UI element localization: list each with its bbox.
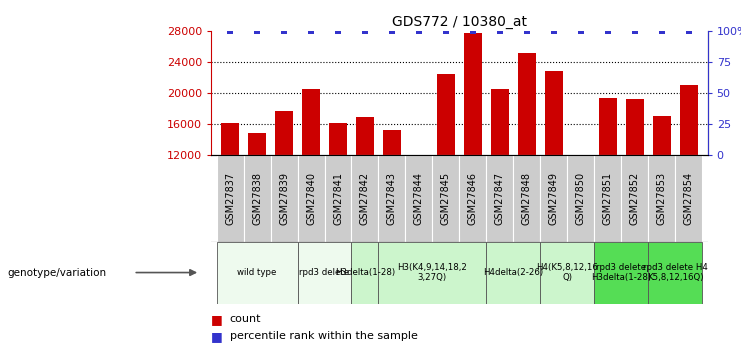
Text: GSM27854: GSM27854 <box>684 172 694 225</box>
Text: ■: ■ <box>211 330 223 343</box>
Bar <box>351 155 379 242</box>
Bar <box>486 241 540 304</box>
Bar <box>599 98 617 155</box>
Text: GSM27844: GSM27844 <box>414 172 424 225</box>
Bar <box>216 241 298 304</box>
Bar <box>518 53 536 155</box>
Bar <box>329 124 347 155</box>
Text: GSM27848: GSM27848 <box>522 172 532 225</box>
Text: H3delta(1-28): H3delta(1-28) <box>335 268 395 277</box>
Bar <box>379 241 486 304</box>
Text: GSM27841: GSM27841 <box>333 172 343 225</box>
Bar <box>514 155 540 242</box>
Bar <box>545 71 562 155</box>
Text: GSM27838: GSM27838 <box>252 172 262 225</box>
Text: GSM27849: GSM27849 <box>549 172 559 225</box>
Title: GDS772 / 10380_at: GDS772 / 10380_at <box>392 14 527 29</box>
Bar <box>464 33 482 155</box>
Bar <box>302 89 320 155</box>
Text: rpd3 delete
H3delta(1-28): rpd3 delete H3delta(1-28) <box>591 263 651 282</box>
Text: GSM27837: GSM27837 <box>225 172 235 225</box>
Bar <box>437 74 455 155</box>
Text: GSM27847: GSM27847 <box>495 172 505 225</box>
Text: H3(K4,9,14,18,2
3,27Q): H3(K4,9,14,18,2 3,27Q) <box>397 263 468 282</box>
Bar <box>648 241 702 304</box>
Bar <box>383 130 401 155</box>
Text: GSM27842: GSM27842 <box>360 172 370 225</box>
Bar <box>491 89 508 155</box>
Text: ■: ■ <box>211 313 223 326</box>
Bar <box>653 116 671 155</box>
Bar <box>621 155 648 242</box>
Text: GSM27845: GSM27845 <box>441 172 451 225</box>
Text: H4(K5,8,12,16
Q): H4(K5,8,12,16 Q) <box>536 263 598 282</box>
Text: wild type: wild type <box>237 268 276 277</box>
Bar <box>568 155 594 242</box>
Bar <box>540 155 568 242</box>
Bar <box>275 111 293 155</box>
Text: GSM27852: GSM27852 <box>630 172 639 225</box>
Text: count: count <box>230 314 262 324</box>
Text: GSM27850: GSM27850 <box>576 172 586 225</box>
Text: GSM27840: GSM27840 <box>306 172 316 225</box>
Bar <box>270 155 298 242</box>
Bar <box>626 99 644 155</box>
Text: GSM27843: GSM27843 <box>387 172 397 225</box>
Bar <box>222 124 239 155</box>
Bar <box>540 241 594 304</box>
Text: GSM27853: GSM27853 <box>657 172 667 225</box>
Bar <box>356 117 373 155</box>
Bar <box>675 155 702 242</box>
Bar <box>325 155 351 242</box>
Bar <box>244 155 270 242</box>
Bar <box>351 241 379 304</box>
Text: rpd3 delete: rpd3 delete <box>299 268 350 277</box>
Bar <box>379 155 405 242</box>
Bar <box>486 155 514 242</box>
Bar <box>680 85 697 155</box>
Bar <box>459 155 486 242</box>
Bar <box>594 155 621 242</box>
Text: rpd3 delete H4
K5,8,12,16Q): rpd3 delete H4 K5,8,12,16Q) <box>643 263 708 282</box>
Text: genotype/variation: genotype/variation <box>7 268 107 277</box>
Text: H4delta(2-26): H4delta(2-26) <box>483 268 543 277</box>
Bar <box>433 155 459 242</box>
Bar <box>298 241 351 304</box>
Bar <box>405 155 433 242</box>
Bar <box>648 155 675 242</box>
Text: percentile rank within the sample: percentile rank within the sample <box>230 332 418 341</box>
Bar <box>594 241 648 304</box>
Text: GSM27851: GSM27851 <box>603 172 613 225</box>
Bar <box>248 133 266 155</box>
Bar <box>298 155 325 242</box>
Text: GSM27846: GSM27846 <box>468 172 478 225</box>
Bar <box>216 155 244 242</box>
Text: GSM27839: GSM27839 <box>279 172 289 225</box>
